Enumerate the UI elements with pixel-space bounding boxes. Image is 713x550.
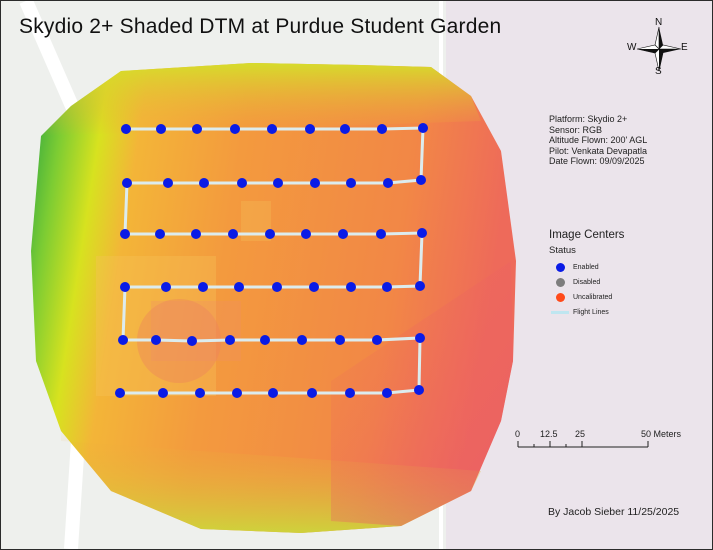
pilot-text: Pilot: Venkata Devapatla [549,145,648,156]
image-center-point[interactable] [417,228,427,238]
image-center-point[interactable] [163,178,173,188]
disabled-dot-icon [555,278,565,287]
image-center-point[interactable] [346,178,356,188]
image-center-point[interactable] [377,124,387,134]
image-center-point[interactable] [415,333,425,343]
altitude-text: Altitude Flown: 200' AGL [549,135,648,145]
image-center-point[interactable] [234,282,244,292]
north-label: N [655,17,663,28]
image-center-point[interactable] [272,282,282,292]
image-center-point[interactable] [415,281,425,291]
image-center-point[interactable] [115,388,125,398]
image-center-point[interactable] [265,229,275,239]
image-center-point[interactable] [297,335,307,345]
image-center-point[interactable] [121,124,131,134]
image-center-point[interactable] [307,388,317,398]
flight-metadata: Platform: Skydio 2+ Sensor: RGB Altitude… [549,114,647,167]
legend-subtitle: Status [549,245,576,256]
image-center-point[interactable] [372,335,382,345]
image-centers [115,123,428,398]
image-center-point[interactable] [383,178,393,188]
scale-bar-graphic [517,441,649,448]
scale-tick-12-5: 12.5 [540,429,558,439]
image-center-point[interactable] [267,124,277,134]
scale-tick-50: 50 Meters [641,429,682,439]
image-center-point[interactable] [382,282,392,292]
scale-tick-25: 25 [575,429,586,439]
image-center-point[interactable] [418,123,428,133]
image-center-point[interactable] [345,388,355,398]
image-center-point[interactable] [232,388,242,398]
west-label: W [627,42,637,53]
image-center-point[interactable] [305,124,315,134]
image-center-point[interactable] [228,229,238,239]
scale-tick-0: 0 [515,429,521,439]
date-text: Date Flown: 09/09/2025 [549,156,645,166]
legend-label: Disabled [573,279,601,286]
image-center-point[interactable] [237,178,247,188]
legend-label: Uncalibrated [573,294,613,301]
image-center-point[interactable] [122,178,132,188]
image-center-point[interactable] [120,229,130,239]
image-center-point[interactable] [268,388,278,398]
legend-item-enabled: Enabled [549,260,624,275]
image-center-point[interactable] [225,335,235,345]
image-center-point[interactable] [382,388,392,398]
compass-icon [636,26,682,72]
image-center-point[interactable] [301,229,311,239]
image-center-point[interactable] [230,124,240,134]
legend-item-disabled: Disabled [549,275,624,290]
image-center-point[interactable] [309,282,319,292]
image-center-point[interactable] [187,336,197,346]
image-center-point[interactable] [156,124,166,134]
image-center-point[interactable] [335,335,345,345]
image-center-point[interactable] [414,385,424,395]
image-center-point[interactable] [346,282,356,292]
east-label: E [681,42,688,53]
image-center-point[interactable] [118,335,128,345]
image-center-point[interactable] [198,282,208,292]
image-center-point[interactable] [338,229,348,239]
image-center-point[interactable] [416,175,426,185]
author-credit: By Jacob Sieber 11/25/2025 [548,506,680,518]
image-center-point[interactable] [273,178,283,188]
platform-text: Platform: Skydio 2+ [549,114,628,124]
image-center-point[interactable] [158,388,168,398]
image-center-point[interactable] [192,124,202,134]
north-arrow: N S E W [627,17,689,79]
image-center-point[interactable] [260,335,270,345]
legend-item-flight-lines: Flight Lines [549,305,624,320]
legend-title: Image Centers [549,229,625,241]
image-center-point[interactable] [340,124,350,134]
image-center-point[interactable] [195,388,205,398]
map-title: Skydio 2+ Shaded DTM at Purdue Student G… [19,15,502,38]
legend-label: Flight Lines [573,309,609,316]
scale-bar: 0 12.5 25 50 Meters [515,429,685,459]
south-label: S [655,66,662,77]
image-center-point[interactable] [161,282,171,292]
flight-line-icon [551,311,569,314]
image-center-point[interactable] [151,335,161,345]
flight-lines [120,126,425,395]
image-center-point[interactable] [376,229,386,239]
legend: Image Centers Status Enabled Disabled Un… [549,229,624,320]
image-center-point[interactable] [199,178,209,188]
image-center-point[interactable] [120,282,130,292]
sensor-text: Sensor: RGB [549,124,603,135]
uncalibrated-dot-icon [555,293,565,302]
image-center-point[interactable] [155,229,165,239]
image-center-point[interactable] [191,229,201,239]
legend-item-uncalibrated: Uncalibrated [549,290,624,305]
enabled-dot-icon [555,263,565,272]
image-center-point[interactable] [310,178,320,188]
legend-label: Enabled [573,264,599,271]
flight-line-path [120,126,425,395]
